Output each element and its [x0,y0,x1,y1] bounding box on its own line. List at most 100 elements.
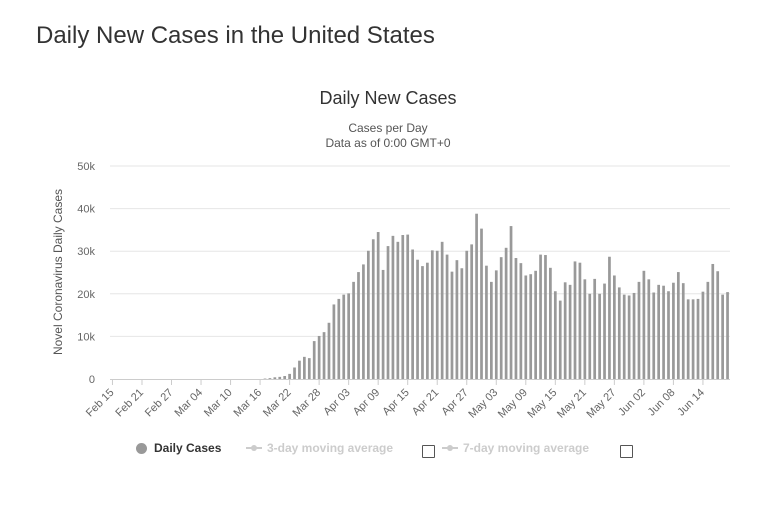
bar[interactable] [672,282,675,379]
bar[interactable] [544,255,547,379]
bar[interactable] [721,294,724,379]
bar[interactable] [726,292,729,379]
bar[interactable] [529,274,533,379]
bar[interactable] [268,378,272,379]
bar[interactable] [539,254,542,379]
bar[interactable] [652,292,656,379]
bar[interactable] [337,298,341,379]
bar[interactable] [696,298,700,379]
bar[interactable] [499,257,503,379]
bar[interactable] [593,278,597,379]
checkbox-7-day-average[interactable] [620,445,633,458]
bar[interactable] [490,281,493,379]
bar[interactable] [283,376,287,379]
bar[interactable] [485,265,488,379]
bar[interactable] [603,283,606,379]
bar[interactable] [637,281,641,379]
bar[interactable] [662,285,665,379]
bar[interactable] [617,287,621,379]
bar[interactable] [573,261,577,379]
bar-series-daily-cases[interactable] [263,213,729,380]
bar[interactable] [362,264,365,379]
bar[interactable] [647,279,651,379]
bar[interactable] [534,270,537,379]
legend-item-7-day-average[interactable]: 7-day moving average [442,441,589,455]
bar[interactable] [278,376,282,379]
bar[interactable] [440,241,444,379]
bar[interactable] [401,235,405,379]
bar[interactable] [450,271,454,379]
bar[interactable] [627,295,631,380]
bar[interactable] [381,269,385,379]
bar[interactable] [494,270,498,379]
bar[interactable] [426,262,429,379]
bar[interactable] [475,213,478,379]
bar[interactable] [455,260,459,379]
bar[interactable] [327,322,331,379]
checkbox-3-day-average[interactable] [422,445,435,458]
bar[interactable] [622,294,626,379]
bar[interactable] [366,250,370,379]
bar[interactable] [657,284,661,379]
bar[interactable] [470,244,474,379]
bar[interactable] [396,241,400,379]
bar[interactable] [706,281,710,379]
bar[interactable] [312,341,316,379]
bar[interactable] [332,304,336,379]
bar[interactable] [509,226,513,379]
bar[interactable] [553,291,557,379]
bar[interactable] [317,335,321,379]
bar[interactable] [421,266,424,379]
bar[interactable] [445,254,449,379]
bar[interactable] [371,239,375,379]
bar[interactable] [514,258,518,379]
bar[interactable] [578,262,582,379]
bar[interactable] [519,263,523,379]
bar[interactable] [460,268,464,379]
bar[interactable] [352,281,355,379]
bar[interactable] [711,263,715,379]
legend-item-3-day-average[interactable]: 3-day moving average [246,441,393,455]
bar[interactable] [613,275,616,379]
bar[interactable] [430,250,434,379]
bar[interactable] [701,291,705,379]
bar[interactable] [298,360,301,379]
bar[interactable] [273,377,277,379]
bar[interactable] [642,270,646,379]
bar[interactable] [376,232,380,379]
bar[interactable] [480,228,483,379]
bar[interactable] [391,235,395,379]
bar[interactable] [307,358,311,379]
bar[interactable] [716,271,720,379]
bar[interactable] [549,267,552,379]
bar[interactable] [632,292,636,379]
bar[interactable] [558,300,562,379]
bar[interactable] [504,247,508,379]
bar[interactable] [583,279,587,379]
bar[interactable] [598,293,601,379]
bar[interactable] [322,332,326,379]
bar[interactable] [386,246,390,379]
bar[interactable] [465,250,469,379]
bar[interactable] [563,282,567,379]
bar[interactable] [667,291,670,379]
legend-item-daily-cases[interactable]: Daily Cases [136,441,221,455]
bar[interactable] [288,373,291,379]
bar[interactable] [686,299,690,379]
bar[interactable] [681,283,685,379]
bar[interactable] [342,294,346,379]
bar[interactable] [406,234,410,379]
bar[interactable] [588,293,592,379]
bar[interactable] [524,275,528,379]
bar[interactable] [608,256,611,379]
bar[interactable] [347,293,351,379]
bar[interactable] [435,250,439,379]
bar[interactable] [411,249,414,380]
bar[interactable] [303,356,306,379]
bar[interactable] [568,284,572,379]
bar[interactable] [357,272,360,379]
bar[interactable] [691,299,695,379]
bar[interactable] [676,272,680,379]
bar[interactable] [416,259,419,379]
bar[interactable] [293,367,296,380]
